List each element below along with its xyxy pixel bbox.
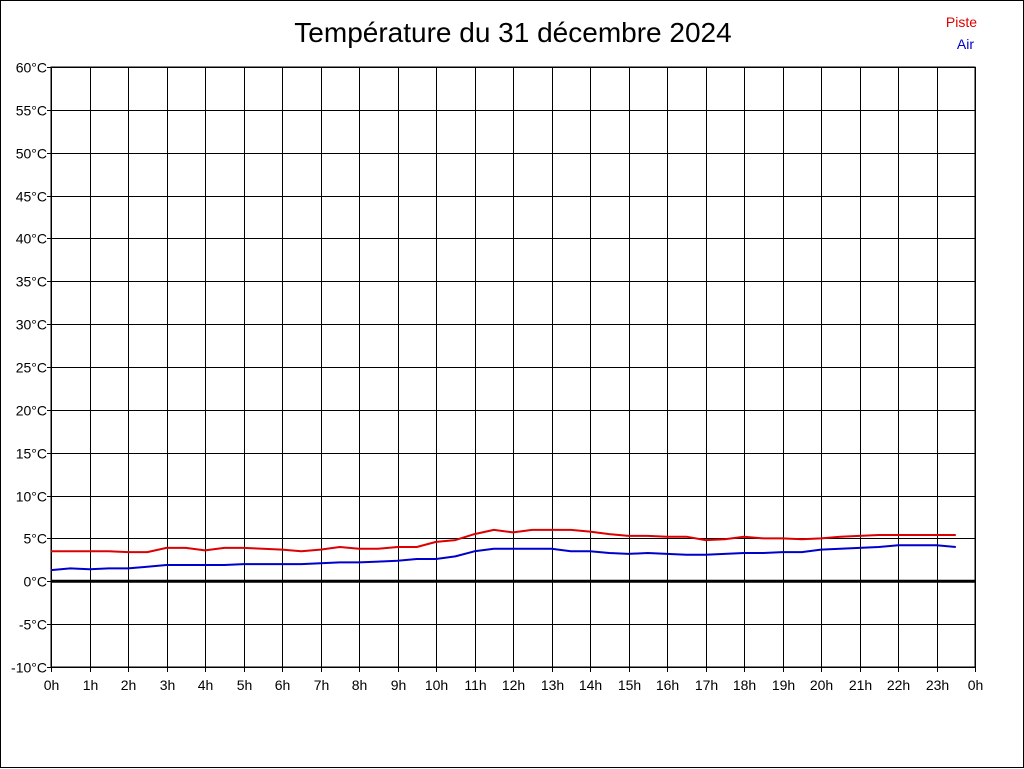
y-tick-label: 60°C (16, 60, 47, 76)
y-tick-label: 30°C (16, 317, 47, 333)
x-tick-label: 2h (121, 677, 137, 693)
x-tick-label: 6h (275, 677, 291, 693)
x-tick-label: 19h (772, 677, 795, 693)
legend-entry-piste: Piste (945, 14, 977, 30)
y-tick-label: 40°C (16, 231, 47, 247)
x-tick-label: 3h (160, 677, 176, 693)
chart-title: Température du 31 décembre 2024 (294, 17, 732, 48)
legend-entry-air: Air (956, 36, 974, 52)
y-tick-label: 15°C (16, 446, 47, 462)
x-tick-label: 5h (237, 677, 253, 693)
y-tick-label: 20°C (16, 403, 47, 419)
x-tick-label: 12h (502, 677, 525, 693)
series-line-air (50, 544, 956, 572)
x-tick-label: 23h (926, 677, 949, 693)
y-tick-label: -5°C (19, 617, 47, 633)
y-tick-label: 0°C (24, 574, 48, 590)
y-tick-label: 5°C (24, 531, 48, 547)
x-tick-label: 0h (44, 677, 60, 693)
y-tick-label: 35°C (16, 274, 47, 290)
y-tick-label: 10°C (16, 489, 47, 505)
x-tick-label: 16h (656, 677, 679, 693)
x-tick-label: 8h (352, 677, 368, 693)
x-tick-label: 20h (810, 677, 833, 693)
x-tick-label: 11h (464, 677, 486, 693)
y-tick-label: 50°C (16, 146, 47, 162)
y-tick-label: 55°C (16, 103, 47, 119)
x-tick-label: 7h (314, 677, 330, 693)
y-tick-label: -10°C (11, 660, 47, 676)
y-tick-label: 45°C (16, 189, 47, 205)
x-tick-label: 13h (541, 677, 564, 693)
x-tick-label: 10h (425, 677, 448, 693)
x-tick-label: 21h (849, 677, 872, 693)
x-tick-label: 9h (391, 677, 407, 693)
y-tick-label: 25°C (16, 360, 47, 376)
x-tick-label: 4h (198, 677, 214, 693)
x-tick-label: 14h (579, 677, 602, 693)
x-tick-label: 1h (83, 677, 99, 693)
x-tick-label: 18h (733, 677, 756, 693)
x-tick-label: 17h (695, 677, 718, 693)
x-tick-label: 0h (968, 677, 984, 693)
x-tick-label: 15h (618, 677, 641, 693)
series-line-piste (51, 528, 956, 554)
x-tick-label: 22h (887, 677, 910, 693)
